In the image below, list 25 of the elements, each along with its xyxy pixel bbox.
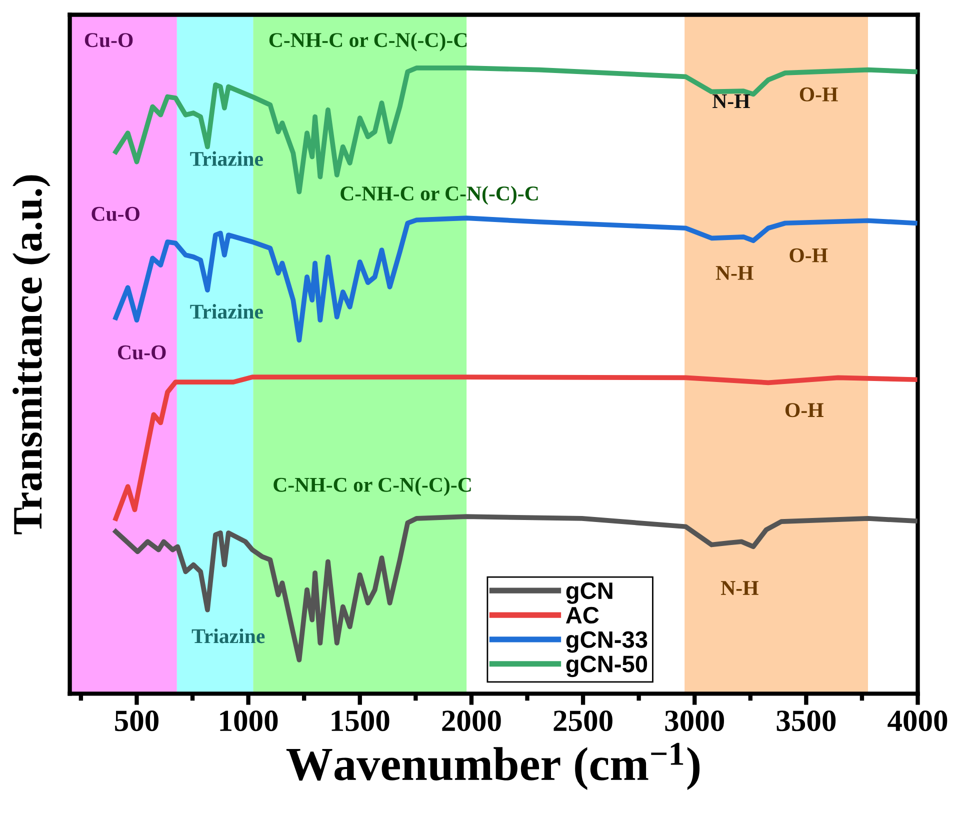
text: Cu-O bbox=[84, 33, 133, 48]
x-tick-label: 4000 bbox=[888, 710, 948, 732]
x-tick-label: 3000 bbox=[665, 710, 724, 732]
y-axis-title: Transmittance (a.u.) bbox=[12, 175, 50, 534]
legend-label: gCN bbox=[566, 582, 612, 604]
annotation: O-H bbox=[800, 87, 838, 102]
annotation: N-H bbox=[716, 266, 754, 280]
legend-label: AC bbox=[566, 606, 599, 624]
annotation: O-H bbox=[790, 248, 828, 262]
annotation: N-H bbox=[712, 94, 750, 108]
legend-label: gCN-33 bbox=[566, 631, 648, 653]
x-tick-label: 2500 bbox=[554, 710, 612, 732]
annotation: Cu-O bbox=[92, 206, 140, 221]
annotation: N-H bbox=[720, 581, 758, 595]
annotation: C-NH-C or C-N(-C)-C bbox=[340, 186, 538, 205]
x-tick-label: 3500 bbox=[776, 710, 836, 732]
legend-label: gCN-50 bbox=[566, 656, 648, 678]
x-tick-label: 2000 bbox=[442, 710, 501, 732]
annotation: O-H bbox=[785, 403, 824, 418]
annotation: Cu-O bbox=[118, 345, 166, 360]
x-tick-label: 1000 bbox=[220, 710, 278, 732]
text: C-NH-C or C-N(-C)-C bbox=[269, 32, 467, 52]
x-tick-label: 1500 bbox=[332, 710, 390, 732]
x-tick-label: 500 bbox=[115, 710, 158, 732]
x-axis-title: Wavenumber (cm$^{−1}$) bbox=[286, 742, 700, 790]
